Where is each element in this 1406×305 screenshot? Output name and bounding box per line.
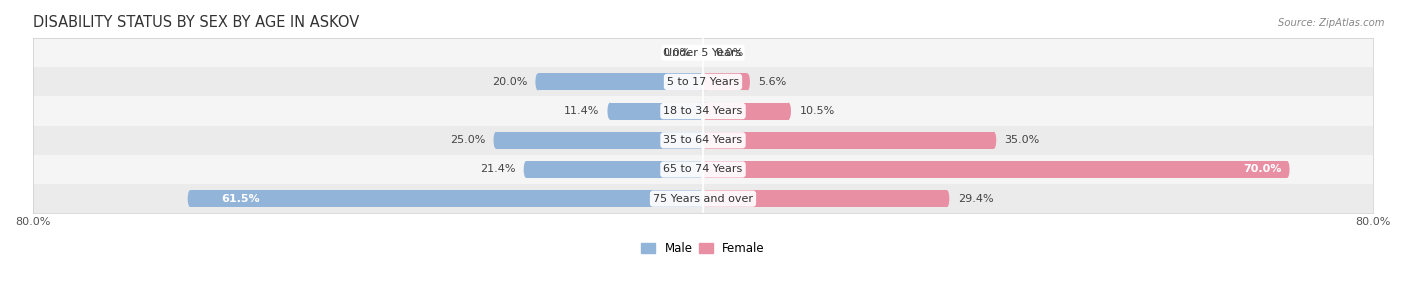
Text: 10.5%: 10.5% [800, 106, 835, 116]
Ellipse shape [494, 132, 498, 149]
Ellipse shape [607, 102, 613, 120]
Bar [706, 161, 1286, 178]
Ellipse shape [703, 190, 707, 207]
Text: 18 to 34 Years: 18 to 34 Years [664, 106, 742, 116]
Text: 0.0%: 0.0% [662, 48, 690, 58]
Bar [190, 190, 700, 207]
Text: 35 to 64 Years: 35 to 64 Years [664, 135, 742, 145]
Text: 21.4%: 21.4% [479, 164, 516, 174]
Text: 61.5%: 61.5% [221, 194, 260, 204]
Ellipse shape [703, 102, 707, 120]
Ellipse shape [187, 190, 193, 207]
Bar [496, 132, 700, 149]
Ellipse shape [699, 102, 703, 120]
Ellipse shape [945, 190, 949, 207]
Bar [32, 38, 1374, 67]
Ellipse shape [703, 161, 707, 178]
Ellipse shape [991, 132, 997, 149]
Text: DISABILITY STATUS BY SEX BY AGE IN ASKOV: DISABILITY STATUS BY SEX BY AGE IN ASKOV [32, 15, 359, 30]
Ellipse shape [699, 74, 703, 90]
Bar [706, 190, 946, 207]
Bar [526, 161, 700, 178]
Text: Under 5 Years: Under 5 Years [665, 48, 741, 58]
Bar [32, 96, 1374, 126]
Text: 25.0%: 25.0% [450, 135, 485, 145]
Bar [538, 74, 700, 90]
Legend: Male, Female: Male, Female [637, 237, 769, 260]
Bar [32, 126, 1374, 155]
Ellipse shape [786, 102, 792, 120]
Ellipse shape [536, 74, 540, 90]
Ellipse shape [699, 132, 703, 149]
Bar [32, 67, 1374, 96]
Ellipse shape [699, 190, 703, 207]
Ellipse shape [699, 161, 703, 178]
Text: 70.0%: 70.0% [1243, 164, 1281, 174]
Text: 11.4%: 11.4% [564, 106, 599, 116]
Text: 65 to 74 Years: 65 to 74 Years [664, 164, 742, 174]
Ellipse shape [703, 132, 707, 149]
Bar [32, 184, 1374, 213]
Ellipse shape [745, 74, 749, 90]
Ellipse shape [703, 74, 707, 90]
Bar [706, 132, 994, 149]
Text: Source: ZipAtlas.com: Source: ZipAtlas.com [1278, 18, 1385, 28]
Text: 0.0%: 0.0% [716, 48, 744, 58]
Text: 75 Years and over: 75 Years and over [652, 194, 754, 204]
Ellipse shape [1285, 161, 1289, 178]
Text: 5 to 17 Years: 5 to 17 Years [666, 77, 740, 87]
Bar [610, 102, 700, 120]
Bar [32, 155, 1374, 184]
Text: 29.4%: 29.4% [957, 194, 994, 204]
Bar [706, 74, 748, 90]
Ellipse shape [523, 161, 529, 178]
Text: 5.6%: 5.6% [758, 77, 786, 87]
Text: 20.0%: 20.0% [492, 77, 527, 87]
Bar [706, 102, 789, 120]
Text: 35.0%: 35.0% [1005, 135, 1040, 145]
